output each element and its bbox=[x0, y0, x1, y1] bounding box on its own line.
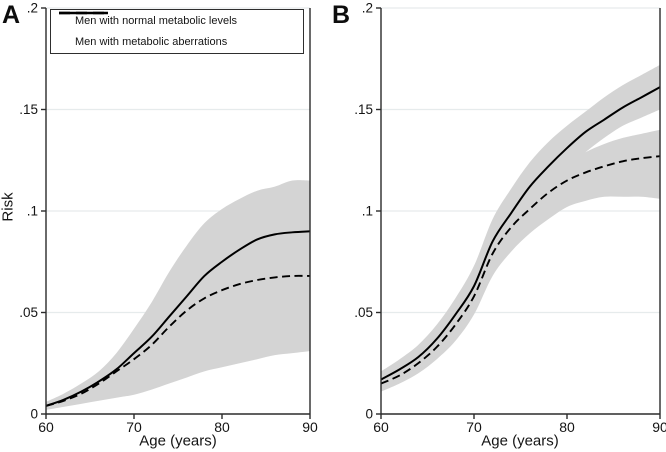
x-tick-label: 80 bbox=[559, 419, 575, 435]
legend-label-normal: Men with normal metabolic levels bbox=[75, 15, 238, 28]
y-tick-label: .1 bbox=[362, 204, 373, 219]
panel-a-letter: A bbox=[2, 1, 21, 29]
confidence-band bbox=[381, 64, 660, 387]
legend-item-aberrations: Men with metabolic aberrations bbox=[51, 11, 303, 51]
x-tick-label: 90 bbox=[302, 419, 318, 435]
y-tick-label: .15 bbox=[19, 102, 38, 117]
x-axis-title-panel-b: Age (years) bbox=[481, 432, 559, 450]
legend-label-aberrations: Men with metabolic aberrations bbox=[75, 35, 228, 48]
y-tick-label: .2 bbox=[362, 1, 373, 16]
y-tick-label: .2 bbox=[27, 1, 38, 16]
risk-curve-solid bbox=[380, 86, 661, 381]
x-tick-label: 80 bbox=[214, 419, 230, 435]
x-tick-label: 90 bbox=[652, 419, 666, 435]
y-tick-label: .15 bbox=[354, 102, 373, 117]
x-tick-label: 60 bbox=[38, 419, 54, 435]
y-tick-label: .05 bbox=[354, 305, 373, 320]
legend-box: Men with normal metabolic levels Men wit… bbox=[50, 9, 304, 54]
panel-b-letter: B bbox=[332, 1, 351, 29]
y-tick-label: .1 bbox=[27, 204, 38, 219]
dashed-line-sample-icon bbox=[59, 11, 108, 15]
x-tick-label: 70 bbox=[466, 419, 482, 435]
y-tick-label: 0 bbox=[365, 407, 373, 422]
x-tick-label: 60 bbox=[373, 419, 389, 435]
confidence-band bbox=[381, 129, 660, 392]
x-axis-title-panel-a: Age (years) bbox=[139, 432, 217, 450]
y-tick-label: 0 bbox=[30, 407, 38, 422]
x-tick-label: 70 bbox=[126, 419, 142, 435]
risk-curve-dashed bbox=[380, 155, 661, 385]
confidence-band bbox=[46, 180, 310, 410]
risk-curve-solid bbox=[45, 230, 311, 407]
y-axis-title: Risk bbox=[0, 192, 17, 222]
y-tick-label: .05 bbox=[19, 305, 38, 320]
